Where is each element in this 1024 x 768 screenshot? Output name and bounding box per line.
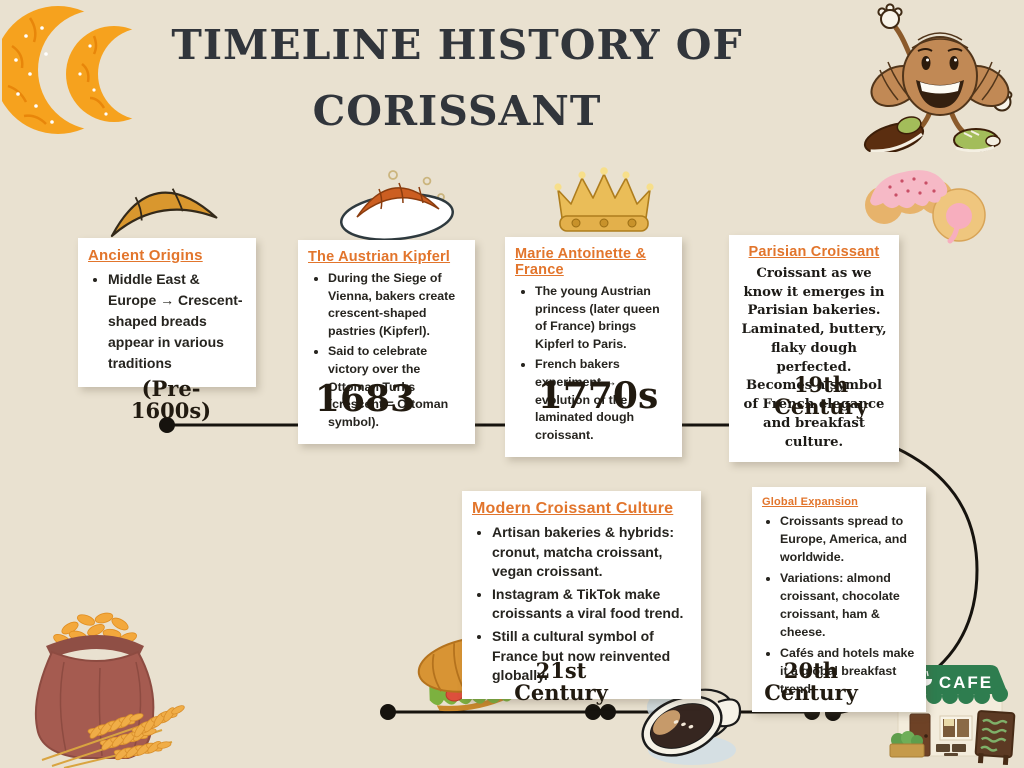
page-title: TIMELINE HISTORY OF CORISSANT [0,12,914,145]
cafe-sign-label: CAFE [939,673,993,692]
wheat-sack-icon [34,612,188,768]
date-line: 1770s [537,375,659,417]
croissant-outline-icon [110,188,218,238]
date-20th-century: 20th Century [750,658,872,706]
date-line: Century [514,680,608,706]
bullet-item: Instagram & TikTok make croissants a vir… [492,585,691,624]
bullet-item: Artisan bakeries & hybrids: cronut, matc… [492,523,691,582]
date-line: (Pre- [141,376,201,401]
bullet-item: Middle East & Europe → Crescent-shaped b… [108,269,246,374]
bullet-item: Said to celebrate victory over the Ottom… [328,343,465,431]
card-modern-croissant-culture: Modern Croissant Culture Artisan bakerie… [462,491,701,699]
date-19th-century: 19th Century [760,372,882,420]
bullet-item: Croissants spread to Europe, America, an… [780,513,916,567]
croissant-character-icon [863,3,1013,152]
card-title: Marie Antoinette & France [515,246,647,278]
date-line: 19th [793,372,849,397]
bullet-item: Variations: almond croissant, chocolate … [780,570,916,642]
pink-glazed-croissant-icon [865,170,986,244]
card-title: Parisian Croissant [748,244,880,260]
date-line: 1600s) [130,398,212,424]
croissant-crescents-icon [2,6,142,134]
page-title-line2: CORISSANT [312,87,602,136]
crown-icon [554,167,654,232]
card-bullets: The young Austrian princess (later queen… [515,283,672,444]
card-bullets: Artisan bakeries & hybrids: cronut, matc… [472,523,691,686]
date-line: Century [764,680,858,706]
date-pre-1600s: (Pre- 1600s) [110,376,232,424]
card-bullets: Croissants spread to Europe, America, an… [762,513,916,699]
card-ancient-origins: Ancient Origins Middle East & Europe → C… [78,238,256,387]
card-body-line: Croissant as we know it emerges in Paris… [743,266,885,319]
date-line: Century [774,394,868,420]
card-bullets: During the Siege of Vienna, bakers creat… [308,270,465,431]
date-line: 20th [783,658,839,683]
date-line: 1683 [314,378,416,420]
bullet-item: The young Austrian princess (later queen… [535,283,672,353]
card-austrian-kipferl: The Austrian Kipferl During the Siege of… [298,240,475,445]
croissant-on-plate-icon [340,170,454,241]
bullet-item: Cafés and hotels make it a global breakf… [780,645,916,699]
card-title: Modern Croissant Culture [472,500,674,517]
card-body: Croissant as we know it emerges in Paris… [739,265,889,452]
coffee-cup-icon [641,677,742,765]
card-marie-antoinette: Marie Antoinette & France The young Aust… [505,237,682,458]
card-parisian-croissant: Parisian Croissant Croissant as we know … [729,235,899,463]
bullet-item: French bakers experiment → evolution of … [535,356,672,444]
date-1683: 1683 [302,380,428,418]
bullet-item: Still a cultural symbol of France but no… [492,627,691,686]
card-body-line: Becomes a symbol of French elegance and … [743,378,885,450]
date-1770s: 1770s [535,377,661,415]
card-title: Global Expansion [762,496,859,508]
card-title: Ancient Origins [88,247,203,264]
date-21st-century: 21st Century [500,658,622,706]
page-title-line1: TIMELINE HISTORY OF [171,21,743,69]
card-title: The Austrian Kipferl [308,249,451,265]
bullet-item: During the Siege of Vienna, bakers creat… [328,270,465,340]
card-bullets: Middle East & Europe → Crescent-shaped b… [88,269,246,374]
date-line: 21st [535,658,587,683]
card-body-line: Laminated, buttery, flaky dough perfecte… [741,322,887,375]
card-global-expansion: Global Expansion Croissants spread to Eu… [752,487,926,712]
